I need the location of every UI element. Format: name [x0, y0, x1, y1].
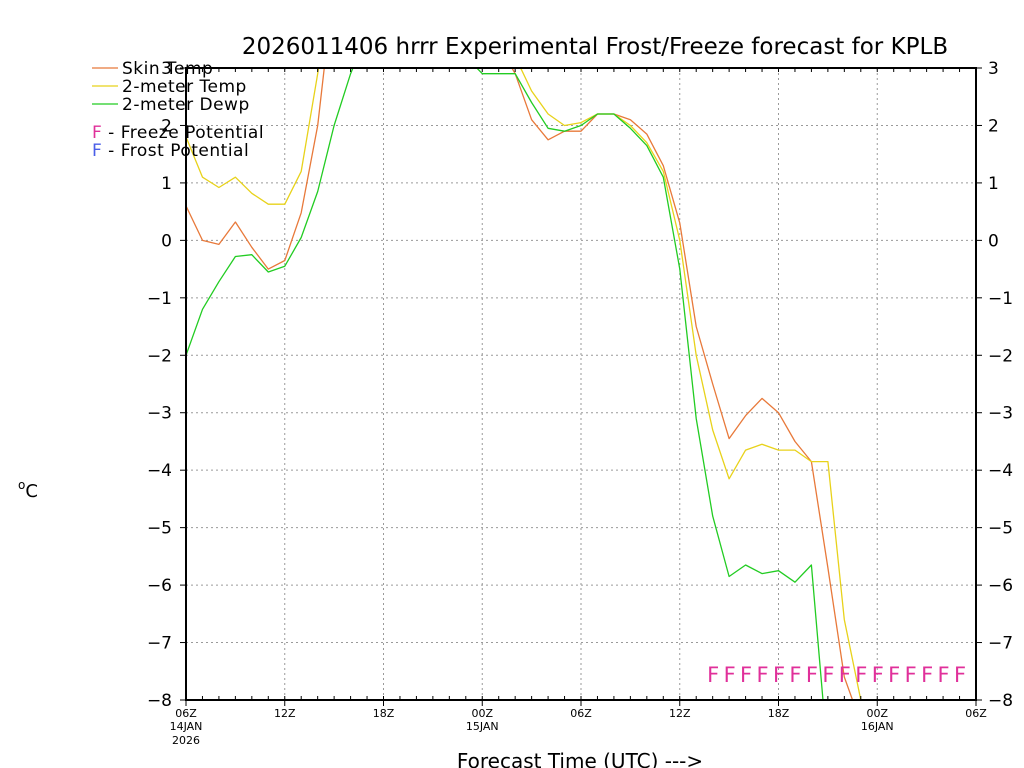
x-tick-label: 18Z: [373, 707, 395, 720]
y-tick-label-right: −5: [988, 519, 1013, 539]
y-tick-label-left: −3: [147, 404, 172, 424]
freeze-marker: F: [872, 663, 884, 687]
y-tick-label-right: −4: [988, 461, 1013, 481]
y-tick-label-left: −5: [147, 519, 172, 539]
legend-note: F - Freeze Potential: [92, 123, 264, 143]
legend-note-marker: F: [92, 141, 102, 161]
y-tick-label-left: −7: [147, 634, 172, 654]
x-tick-label: 18Z: [768, 707, 790, 720]
x-tick-year-label: 2026: [172, 734, 200, 747]
y-tick-label-left: 0: [161, 231, 172, 251]
legend-label: Skin Temp: [122, 59, 213, 79]
y-tick-label-left: −6: [147, 576, 172, 596]
freeze-marker: F: [756, 663, 768, 687]
series-line-2-meter-dewp: [186, 68, 824, 700]
freeze-marker: F: [839, 663, 851, 687]
y-tick-label-right: −8: [988, 691, 1013, 711]
x-tick-date-label: 16JAN: [861, 720, 894, 733]
freeze-marker: F: [822, 663, 834, 687]
y-tick-label-right: 3: [988, 59, 999, 79]
y-tick-label-left: −2: [147, 346, 172, 366]
y-tick-label-left: 2: [161, 116, 172, 136]
freeze-marker: F: [855, 663, 867, 687]
legend-label: 2-meter Dewp: [122, 95, 250, 115]
y-tick-label-right: 2: [988, 116, 999, 136]
series-line-2-meter-temp: [186, 68, 862, 700]
y-tick-label-right: −2: [988, 346, 1013, 366]
freeze-marker: F: [888, 663, 900, 687]
x-tick-label: 12Z: [669, 707, 691, 720]
y-tick-label-right: 1: [988, 174, 999, 194]
x-axis-label: Forecast Time (UTC) --->: [457, 749, 703, 768]
legend-note-text: - Frost Potential: [102, 141, 249, 161]
legend-note-marker: F: [92, 123, 102, 143]
x-tick-label: 06Z: [570, 707, 592, 720]
y-tick-label-left: 1: [161, 174, 172, 194]
series-layer: [186, 68, 862, 700]
x-tick-label: 00Z: [866, 707, 888, 720]
freeze-marker: F: [954, 663, 966, 687]
axis-ticks: 3 3 2 2 1 1 0 0 −1 −1 −2 −2 −3 −3 −4 −4 −5 −5 −6 −6 −7 −7 −8 −8…: [147, 59, 1013, 747]
chart-title: 2026011406 hrrr Experimental Frost/Freez…: [242, 34, 948, 60]
y-tick-label-left: 3: [161, 59, 172, 79]
freeze-marker: F: [789, 663, 801, 687]
grid-lines: [186, 68, 976, 700]
freeze-marker: F: [707, 663, 719, 687]
freeze-marker: F: [773, 663, 785, 687]
x-tick-label: 06Z: [965, 707, 987, 720]
y-axis-unit: oC: [18, 478, 38, 502]
y-tick-label-left: −8: [147, 691, 172, 711]
freeze-marker: F: [905, 663, 917, 687]
freeze-marker: F: [921, 663, 933, 687]
y-tick-label-right: 0: [988, 231, 999, 251]
y-axis-label: C: [25, 481, 38, 502]
x-tick-label: 06Z: [175, 707, 197, 720]
y-tick-label-right: −3: [988, 404, 1013, 424]
x-tick-label: 12Z: [274, 707, 296, 720]
freeze-marker: F: [938, 663, 950, 687]
freeze-marker: F: [740, 663, 752, 687]
x-tick-label: 00Z: [471, 707, 493, 720]
x-tick-date-label: 14JAN: [170, 720, 203, 733]
y-tick-label-left: −1: [147, 289, 172, 309]
freeze-marker: F: [806, 663, 818, 687]
legend-note-text: - Freeze Potential: [102, 123, 264, 143]
y-tick-label-left: −4: [147, 461, 172, 481]
y-tick-label-right: −1: [988, 289, 1013, 309]
series-line-skin-temp: [186, 68, 854, 700]
freeze-marker: F: [724, 663, 736, 687]
x-tick-date-label: 15JAN: [466, 720, 499, 733]
legend-note: F - Frost Potential: [92, 141, 249, 161]
y-tick-label-right: −7: [988, 634, 1013, 654]
legend-label: 2-meter Temp: [122, 77, 247, 97]
degree-symbol: o: [18, 478, 25, 492]
y-tick-label-right: −6: [988, 576, 1013, 596]
